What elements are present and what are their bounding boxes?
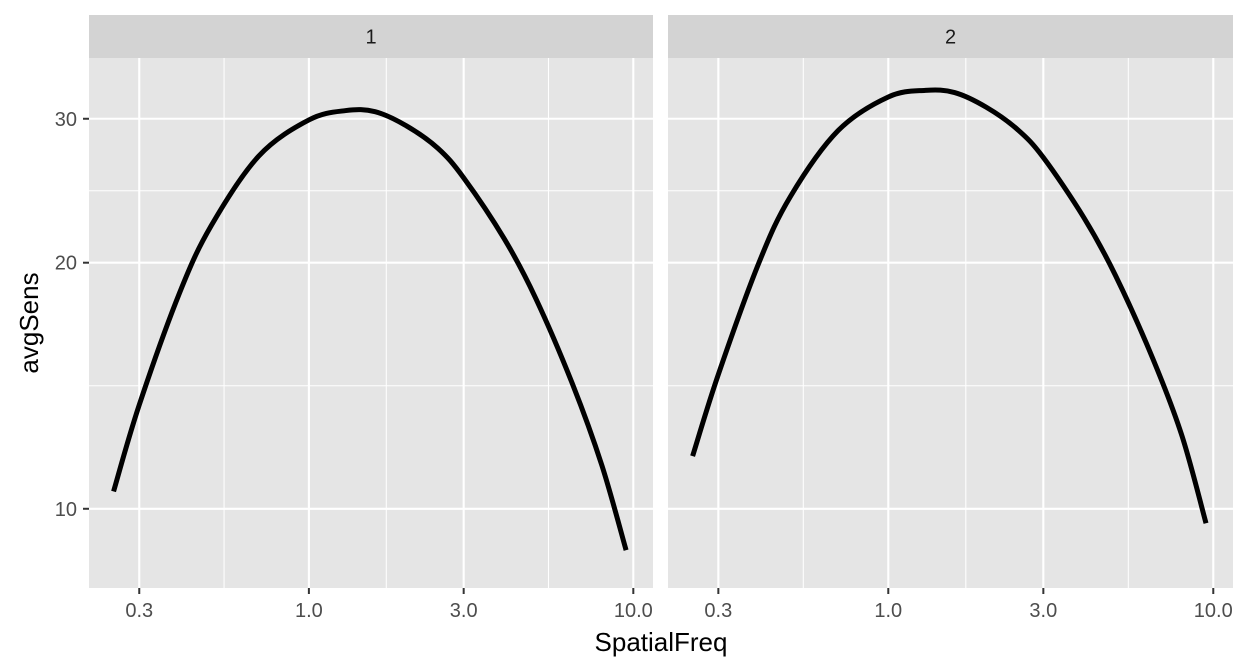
facet-strip-label: 2 <box>945 27 956 49</box>
y-tick-label: 10 <box>55 499 77 521</box>
x-tick-label: 1.0 <box>295 600 323 622</box>
x-tick-label: 0.3 <box>704 600 732 622</box>
facet-panel-1: 1 0.3 1.0 3.0 10.0 <box>89 15 653 622</box>
y-axis: 10 20 30 <box>55 109 89 521</box>
series-line-facet-1 <box>111 107 629 551</box>
x-tick-label: 1.0 <box>874 600 902 622</box>
y-tick-label: 30 <box>55 109 77 131</box>
x-tick-label: 10.0 <box>614 600 653 622</box>
x-axis-title: SpatialFreq <box>595 627 728 657</box>
series-line-facet-2 <box>690 87 1209 524</box>
x-tick-label: 3.0 <box>1029 600 1057 622</box>
facet-strip <box>89 15 653 58</box>
x-tick-label: 3.0 <box>450 600 478 622</box>
x-tick-label: 10.0 <box>1194 600 1233 622</box>
facet-panels: 1 0.3 1.0 3.0 10.0 2 0.3 1.0 3.0 10.0 <box>89 15 1233 622</box>
facet-panel-2: 2 0.3 1.0 3.0 10.0 <box>668 15 1233 622</box>
y-axis-title: avgSens <box>14 272 44 373</box>
facet-strip <box>668 15 1233 58</box>
y-tick-label: 20 <box>55 253 77 275</box>
panel-background <box>89 58 653 588</box>
facet-strip-label: 1 <box>365 27 376 49</box>
x-tick-label: 0.3 <box>125 600 153 622</box>
